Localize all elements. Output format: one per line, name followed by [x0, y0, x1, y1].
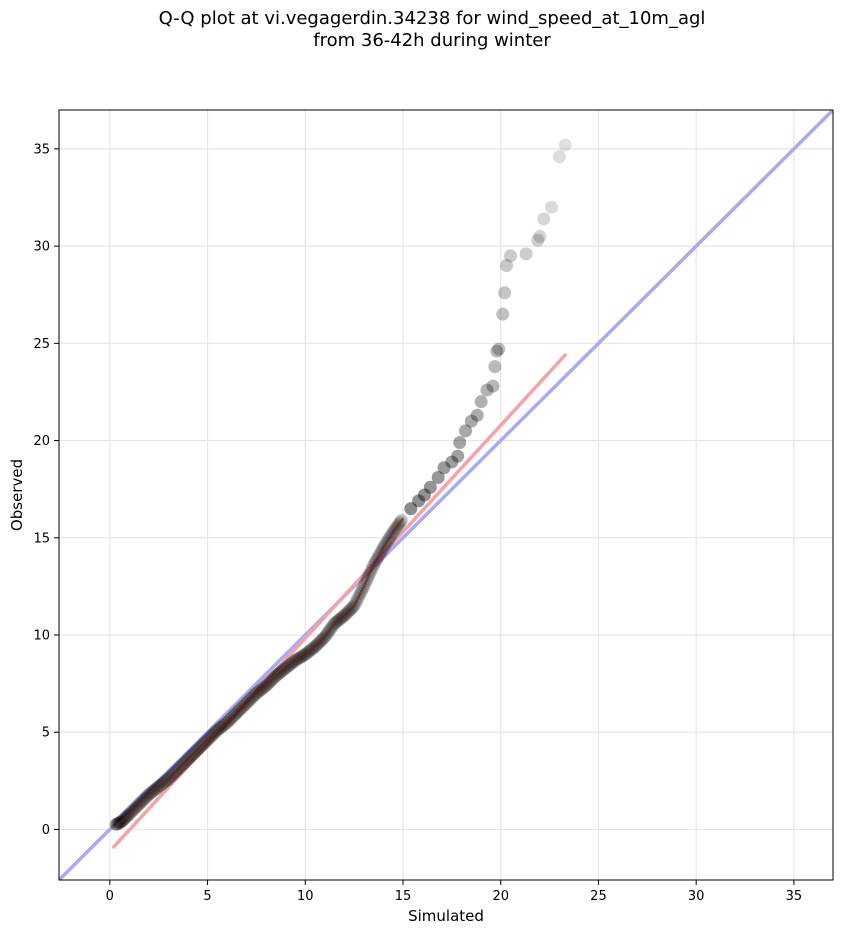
- qq-point: [496, 307, 510, 321]
- qq-point: [431, 471, 445, 484]
- qq-point: [453, 436, 467, 449]
- chart-title: Q-Q plot at vi.vegagerdin.34238 for wind…: [0, 8, 843, 52]
- grid-lines: [59, 110, 833, 880]
- qq-point: [459, 424, 473, 438]
- chart-title-line-2: from 36-42h during winter: [313, 30, 551, 51]
- qq-point: [488, 360, 502, 374]
- axis-ticks: 0 5 10 15 20 25 30 35 0 5 10 15 20 25 30 35: [33, 142, 802, 904]
- fit-line: [111, 353, 567, 849]
- qq-point: [500, 259, 514, 273]
- identity-line: [59, 110, 833, 880]
- y-tick-label: 0: [42, 823, 50, 838]
- qq-point: [531, 233, 545, 247]
- qq-point: [412, 494, 426, 508]
- plot-frame: [58, 109, 834, 881]
- qq-point: [558, 138, 572, 152]
- qq-core-path: [115, 517, 405, 826]
- x-tick-label: 20: [492, 889, 509, 904]
- x-tick-label: 10: [297, 889, 314, 904]
- y-tick-label: 5: [42, 726, 50, 741]
- qq-point: [423, 480, 437, 494]
- y-tick-label: 30: [33, 240, 50, 255]
- qq-point: [464, 414, 478, 428]
- qq-point: [480, 383, 494, 397]
- qq-point: [418, 488, 431, 502]
- qq-point: [498, 286, 512, 300]
- y-tick-label: 35: [33, 142, 50, 157]
- qq-point: [533, 229, 547, 243]
- x-tick-label: 5: [203, 889, 211, 904]
- qq-point: [492, 342, 506, 356]
- qq-point: [486, 379, 500, 393]
- x-tick-label: 15: [395, 889, 412, 904]
- core-points: [109, 513, 409, 832]
- qq-point: [470, 408, 484, 422]
- x-tick-label: 30: [688, 889, 705, 904]
- qq-point: [404, 502, 418, 516]
- qq-point: [451, 449, 465, 463]
- qq-point: [445, 455, 459, 469]
- plot-area: [59, 110, 833, 880]
- x-tick-label: 0: [106, 889, 114, 904]
- qq-point: [537, 212, 551, 226]
- y-tick-label: 10: [33, 629, 50, 644]
- qq-point: [504, 249, 517, 263]
- qq-point: [490, 344, 504, 358]
- x-tick-label: 25: [590, 889, 607, 904]
- qq-point: [474, 395, 488, 409]
- x-axis-label: Simulated: [408, 907, 484, 925]
- x-tick-label: 35: [786, 889, 803, 904]
- y-tick-label: 25: [33, 337, 50, 352]
- qq-point: [545, 200, 559, 214]
- y-tick-label: 20: [33, 434, 50, 449]
- chart-title-line-1: Q-Q plot at vi.vegagerdin.34238 for wind…: [158, 8, 706, 29]
- y-axis-label: Observed: [8, 459, 26, 531]
- y-tick-label: 15: [33, 531, 50, 546]
- qq-point: [552, 150, 566, 164]
- qq-point: [519, 247, 533, 261]
- qq-point: [437, 461, 451, 475]
